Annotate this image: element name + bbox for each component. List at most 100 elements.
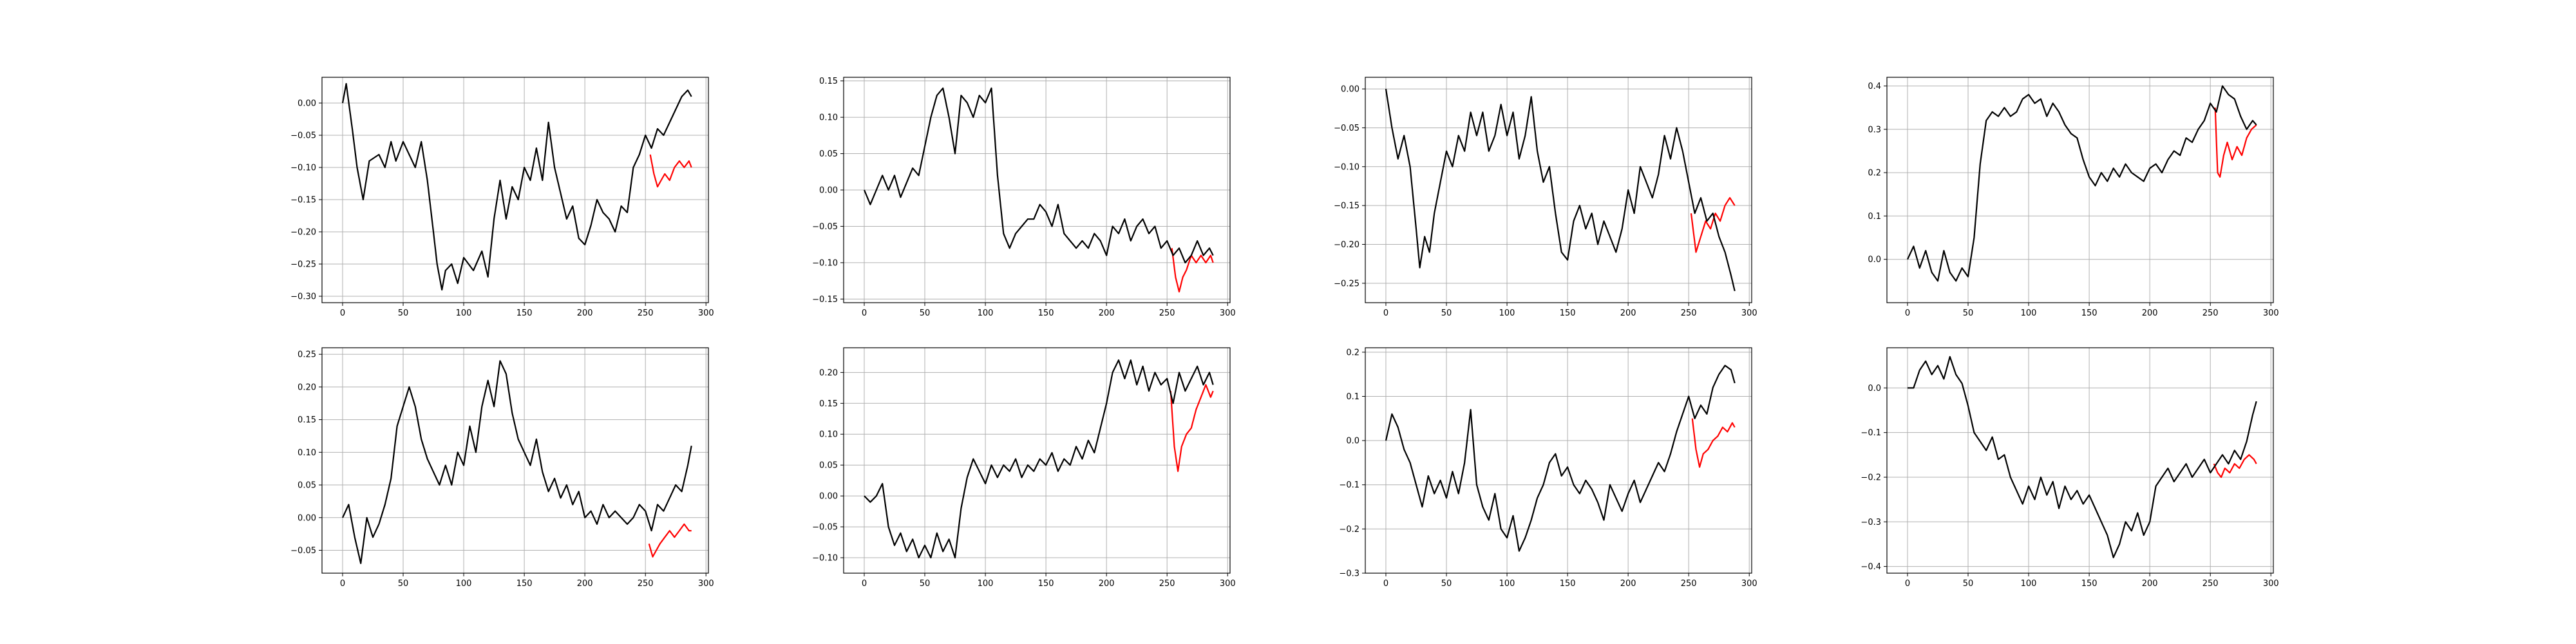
y-tick-label: −0.10 xyxy=(812,554,838,564)
x-tick-label: 200 xyxy=(1099,579,1115,589)
x-tick-label: 200 xyxy=(1620,308,1636,318)
y-tick-label: 0.0 xyxy=(1868,255,1881,265)
y-tick-label: 0.15 xyxy=(819,399,838,409)
x-tick-label: 100 xyxy=(2021,579,2037,589)
y-tick-label: −0.3 xyxy=(1861,518,1881,527)
plot-background xyxy=(322,348,708,573)
x-tick-label: 100 xyxy=(2021,308,2037,318)
x-tick-label: 200 xyxy=(1620,579,1636,589)
plot-background xyxy=(1365,77,1752,303)
x-tick-label: 300 xyxy=(1741,308,1757,318)
x-tick-label: 100 xyxy=(1499,308,1515,318)
x-tick-label: 0 xyxy=(1905,579,1910,589)
y-tick-label: −0.05 xyxy=(812,222,838,232)
y-tick-label: 0.15 xyxy=(298,415,316,425)
forecast-series-line xyxy=(649,154,692,188)
x-tick-label: 250 xyxy=(2202,308,2219,318)
x-tick-label: 300 xyxy=(1220,579,1236,589)
plot-frame xyxy=(321,77,709,303)
x-tick-label: 200 xyxy=(1099,308,1115,318)
plot-background xyxy=(1887,348,2273,573)
y-tick-label: −0.05 xyxy=(290,131,316,141)
y-tick-label: 0.25 xyxy=(298,350,316,360)
x-tick-label: 100 xyxy=(456,579,472,589)
y-tick-label: −0.05 xyxy=(1334,124,1359,133)
y-tick-label: −0.10 xyxy=(1334,162,1359,172)
y-tick-label: 0.2 xyxy=(1868,169,1881,178)
x-tick-label: 300 xyxy=(1220,308,1236,318)
plot-background xyxy=(1365,348,1752,573)
x-tick-label: 0 xyxy=(862,579,867,589)
x-tick-label: 250 xyxy=(1159,308,1175,318)
x-tick-label: 250 xyxy=(1681,308,1697,318)
plot-frame xyxy=(1886,77,2274,303)
x-tick-label: 150 xyxy=(1038,579,1054,589)
chart-panel-8: 0 50 100 150 200 250 300 −0.4 −0.3 −0.2 −0.1 0.0 xyxy=(1861,347,2279,589)
chart-panel-7: 0 50 100 150 200 250 300 −0.3 −0.2 −0.1 0.0 0.1 0.2 xyxy=(1339,347,1757,589)
x-tick-label: 150 xyxy=(516,579,533,589)
y-tick-label: 0.10 xyxy=(819,430,838,440)
y-tick-label: 0.15 xyxy=(819,77,838,86)
x-tick-label: 50 xyxy=(1963,308,1974,318)
y-tick-label: −0.25 xyxy=(1334,279,1359,289)
y-tick-label: 0.05 xyxy=(298,481,316,491)
chart-panel-6: 0 50 100 150 200 250 300 −0.10 −0.05 0.00 0.05 0.10… xyxy=(812,347,1236,589)
y-tick-label: −0.1 xyxy=(1861,428,1881,438)
y-tick-label: −0.05 xyxy=(812,523,838,533)
forecast-series-line xyxy=(1691,418,1736,468)
x-tick-label: 0 xyxy=(862,308,867,318)
x-tick-label: 300 xyxy=(2263,579,2279,589)
x-tick-label: 200 xyxy=(577,308,593,318)
y-tick-label: −0.10 xyxy=(290,164,316,173)
actual-series-line xyxy=(1907,85,2257,282)
actual-series-line xyxy=(341,82,692,291)
x-tick-label: 50 xyxy=(920,579,931,589)
x-tick-label: 250 xyxy=(638,579,654,589)
y-tick-label: −0.3 xyxy=(1339,569,1359,579)
y-tick-label: 0.00 xyxy=(1341,85,1359,95)
y-tick-label: 0.10 xyxy=(819,113,838,123)
y-tick-label: −0.1 xyxy=(1339,480,1359,490)
forecast-series-line xyxy=(2213,454,2257,478)
x-tick-label: 100 xyxy=(1499,579,1515,589)
y-tick-label: 0.20 xyxy=(819,368,838,378)
x-tick-label: 150 xyxy=(2081,579,2098,589)
y-tick-label: 0.20 xyxy=(298,383,316,392)
x-tick-label: 0 xyxy=(340,579,345,589)
y-tick-label: 0.05 xyxy=(819,149,838,159)
actual-series-line xyxy=(863,87,1214,263)
y-tick-label: −0.20 xyxy=(290,228,316,238)
x-tick-label: 200 xyxy=(2142,308,2158,318)
plot-background xyxy=(322,77,708,303)
forecast-series-line xyxy=(1690,197,1736,253)
forecast-series-line xyxy=(2214,108,2257,178)
y-tick-label: −0.15 xyxy=(1334,202,1359,211)
actual-series-line xyxy=(1385,365,1736,552)
plot-frame xyxy=(1886,347,2274,574)
x-tick-label: 50 xyxy=(1441,579,1452,589)
y-tick-label: 0.00 xyxy=(819,492,838,502)
x-tick-label: 50 xyxy=(1441,308,1452,318)
plot-frame xyxy=(321,347,709,574)
x-tick-label: 150 xyxy=(1560,308,1576,318)
x-tick-label: 0 xyxy=(1905,308,1910,318)
x-tick-label: 250 xyxy=(1159,579,1175,589)
y-tick-label: −0.05 xyxy=(290,546,316,556)
x-tick-label: 300 xyxy=(698,308,714,318)
y-tick-label: −0.2 xyxy=(1861,473,1881,482)
y-tick-label: 0.05 xyxy=(819,461,838,471)
x-tick-label: 300 xyxy=(698,579,714,589)
y-tick-label: −0.4 xyxy=(1861,562,1881,572)
y-tick-label: −0.10 xyxy=(812,258,838,268)
y-tick-label: −0.25 xyxy=(290,260,316,270)
y-tick-label: 0.2 xyxy=(1346,348,1359,357)
plot-frame xyxy=(843,347,1231,574)
y-tick-label: −0.2 xyxy=(1339,525,1359,535)
plot-background xyxy=(1887,77,2273,303)
x-tick-label: 0 xyxy=(1383,308,1388,318)
chart-panel-2: 0 50 100 150 200 250 300 −0.15 −0.10 −0.05 0.00 0.0… xyxy=(812,77,1235,318)
forecast-series-line xyxy=(1170,384,1214,472)
x-tick-label: 200 xyxy=(577,579,593,589)
x-tick-label: 0 xyxy=(1383,579,1388,589)
y-tick-label: 0.10 xyxy=(298,448,316,458)
